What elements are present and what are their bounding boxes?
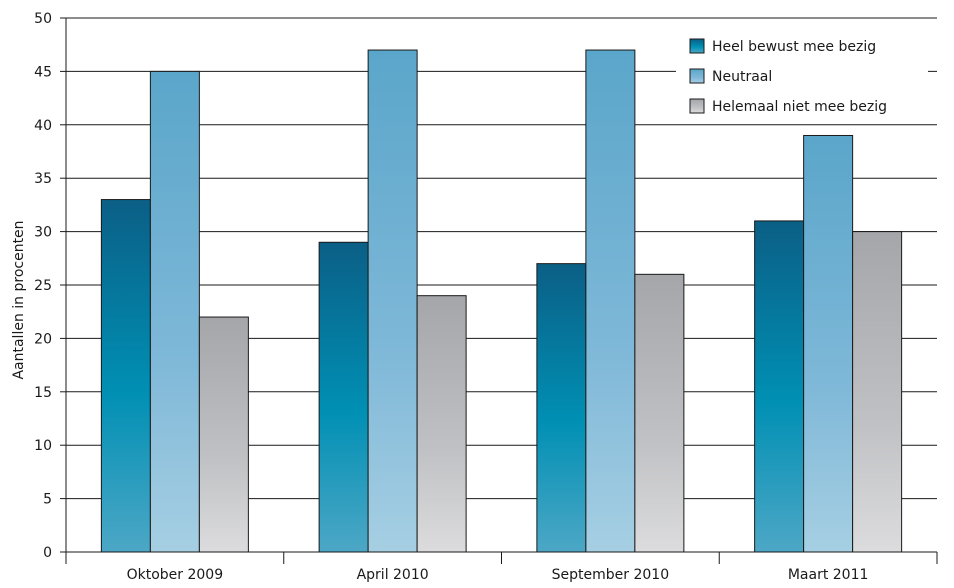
y-tick-label: 45: [34, 64, 52, 80]
x-category-label: Maart 2011: [788, 567, 869, 583]
bar-neutraal-1: [367, 49, 418, 553]
legend-label: Heel bewust mee bezig: [712, 39, 876, 55]
x-category-label: Oktober 2009: [127, 567, 224, 583]
axes: 0 5 10 15 20 25 30 35 40 45 50 Oktober 2009 April 20…: [34, 11, 938, 583]
legend-swatch: [689, 38, 705, 54]
bar-heel-bewust-0: [100, 199, 151, 553]
y-tick-label: 10: [34, 438, 52, 454]
bar-neutraal-3: [803, 134, 854, 553]
legend-swatch: [689, 68, 705, 84]
bar-helemaal-niet-1: [416, 295, 467, 553]
y-tick-label: 20: [34, 331, 52, 347]
y-tick-label: 40: [34, 118, 52, 134]
bar-helemaal-niet-2: [634, 273, 685, 553]
y-axis-label: Aantallen in procenten: [11, 220, 27, 379]
bar-neutraal-2: [585, 49, 636, 553]
y-tick-label: 5: [43, 492, 52, 508]
legend-label: Neutraal: [712, 69, 772, 85]
legend-swatch: [689, 98, 705, 114]
bars: [100, 49, 903, 553]
y-tick-label: 30: [34, 225, 52, 241]
y-tick-label: 25: [34, 278, 52, 294]
y-tick-label: 50: [34, 11, 52, 27]
bar-heel-bewust-3: [754, 220, 805, 553]
x-category-label: September 2010: [552, 567, 669, 583]
bar-neutraal-0: [149, 70, 200, 553]
legend: Heel bewust mee bezig Neutraal Helemaal ni…: [676, 32, 928, 124]
y-tick-label: 15: [34, 385, 52, 401]
legend-label: Helemaal niet mee bezig: [712, 99, 887, 115]
bar-heel-bewust-2: [536, 263, 587, 553]
bar-heel-bewust-1: [318, 241, 369, 553]
bar-helemaal-niet-0: [198, 316, 249, 553]
y-tick-label: 35: [34, 171, 52, 187]
y-tick-label: 0: [43, 545, 52, 561]
x-category-label: April 2010: [357, 567, 429, 583]
legend-box: [676, 32, 928, 124]
bar-helemaal-niet-3: [852, 231, 903, 553]
